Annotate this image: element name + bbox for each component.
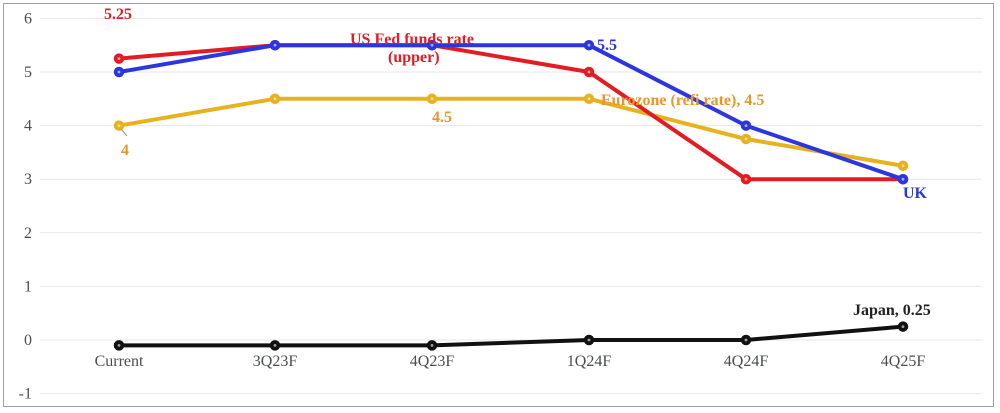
y-tick-label: 1 <box>24 278 32 295</box>
y-axis-ticks: 6 5 4 3 2 1 0 -1 <box>19 10 32 402</box>
annotations: 5.25 US Fed funds rate (upper) 5.5 UK Eu… <box>104 6 931 319</box>
uk-series-label: UK <box>903 185 928 202</box>
y-tick-label: 3 <box>24 171 32 188</box>
y-tick-label: 0 <box>24 332 32 349</box>
us-series-label-sub: (upper) <box>388 49 440 66</box>
uk-peak-label: 5.5 <box>597 37 617 54</box>
x-tick-label: 3Q23F <box>253 353 298 370</box>
series-eurozone-refi-rate <box>113 93 909 172</box>
gridlines <box>40 17 982 395</box>
x-tick-label: 1Q24F <box>567 353 612 370</box>
series-uk <box>113 39 909 185</box>
us-series-label: US Fed funds rate <box>350 31 474 48</box>
x-tick-label: 4Q24F <box>724 353 769 370</box>
eurozone-current-label: 4 <box>121 142 129 159</box>
y-tick-label: 2 <box>24 225 32 242</box>
y-tick-label: -1 <box>19 386 32 403</box>
y-tick-label: 4 <box>24 118 32 135</box>
series-us-fed-funds-rate-upper <box>113 39 909 185</box>
eurozone-4q23f-label: 4.5 <box>432 109 452 126</box>
x-axis-ticks: Current 3Q23F 4Q23F 1Q24F 4Q24F 4Q25F <box>95 353 926 370</box>
y-tick-label: 5 <box>24 64 32 81</box>
series-lines <box>113 39 909 351</box>
x-tick-label: 4Q23F <box>410 353 455 370</box>
x-tick-label: 4Q25F <box>881 353 926 370</box>
eurozone-series-label: Eurozone (refi rate), 4.5 <box>601 92 764 109</box>
x-tick-label: Current <box>95 353 144 370</box>
y-tick-label: 6 <box>24 10 32 27</box>
eurozone-label-leader <box>120 128 128 137</box>
japan-series-label: Japan, 0.25 <box>853 302 931 319</box>
series-japan <box>113 321 909 351</box>
us-current-label: 5.25 <box>104 6 132 23</box>
